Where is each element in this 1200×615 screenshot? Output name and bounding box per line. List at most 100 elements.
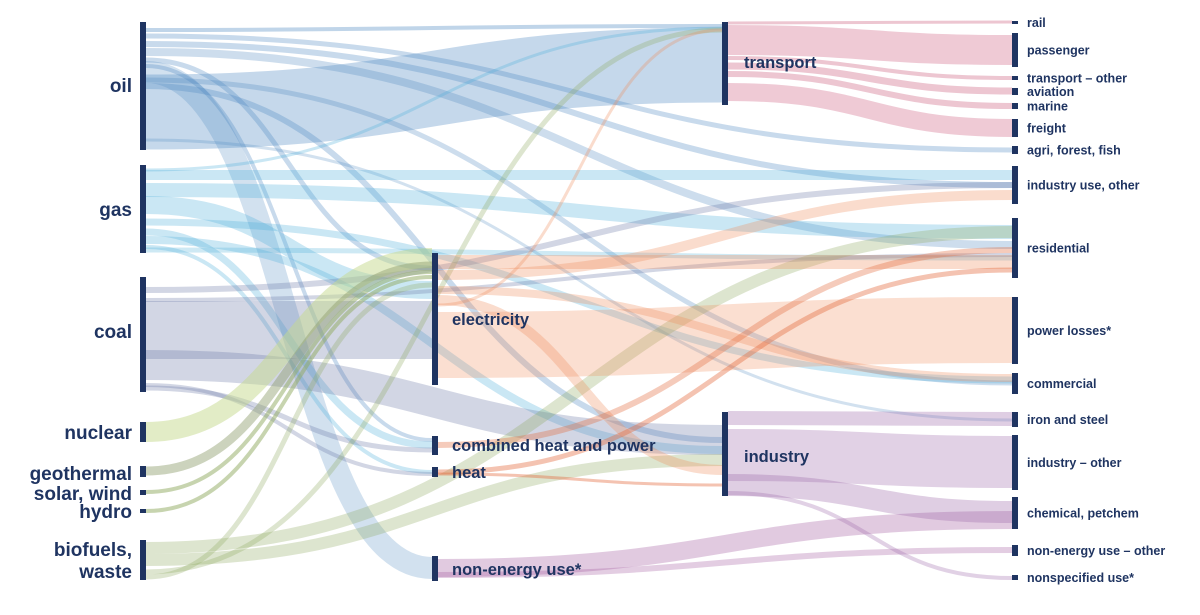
flow-coal-22 — [145, 253, 1013, 302]
flow-oil-0 — [145, 27, 723, 150]
flow-electricity-37 — [437, 286, 1013, 382]
flow-transport-49 — [727, 71, 1013, 109]
end-label-nonspecified: nonspecified use* — [1027, 571, 1134, 585]
flow-layer — [145, 20, 1013, 580]
flow-transport-50 — [727, 83, 1013, 137]
end-label-freight: freight — [1027, 122, 1067, 136]
end-node-power_losses — [1012, 297, 1018, 364]
end-node-commercial — [1012, 373, 1018, 394]
source-label-solar_wind: solar, wind — [34, 484, 132, 505]
source-label-biofuels: waste — [78, 562, 132, 583]
flow-oil-4 — [145, 48, 1013, 249]
flow-electricity-39 — [437, 28, 723, 307]
end-node-marine — [1012, 103, 1018, 109]
source-node-geothermal — [140, 466, 146, 477]
end-label-transport_other: transport – other — [1027, 72, 1127, 86]
end-node-iron_steel — [1012, 412, 1018, 427]
end-label-aviation: aviation — [1027, 85, 1074, 99]
source-label-oil: oil — [110, 76, 132, 97]
flow-geothermal-27 — [145, 261, 433, 476]
flow-hydro-29 — [145, 275, 433, 513]
flow-combined_heat_power-40 — [437, 247, 1013, 448]
source-label-nuclear: nuclear — [64, 423, 132, 444]
end-node-industry_other — [1012, 435, 1018, 490]
flow-coal-24 — [145, 383, 433, 476]
node-heat — [432, 467, 438, 477]
flow-non_energy_use-44 — [437, 547, 1013, 578]
source-label-gas: gas — [99, 200, 132, 221]
source-node-coal — [140, 277, 146, 392]
flow-coal-21 — [145, 182, 1013, 293]
flow-biofuels-33 — [145, 282, 433, 580]
end-label-commercial: commercial — [1027, 377, 1096, 391]
end-node-neu_other — [1012, 545, 1018, 556]
end-node-chemical — [1012, 497, 1018, 529]
flow-transport-48 — [727, 62, 1013, 95]
flow-solar_wind-28 — [145, 270, 433, 494]
source-node-oil — [140, 22, 146, 150]
flow-transport-47 — [727, 56, 1013, 80]
end-label-industry_use_other: industry use, other — [1027, 179, 1140, 193]
source-label-hydro: hydro — [79, 502, 132, 523]
flow-oil-2 — [145, 33, 1013, 153]
flow-industry-52 — [727, 429, 1013, 488]
end-node-nonspecified — [1012, 575, 1018, 580]
flow-transport-46 — [727, 25, 1013, 65]
flow-heat-41 — [437, 267, 1013, 475]
end-label-chemical: chemical, petchem — [1027, 507, 1139, 521]
end-label-power_losses: power losses* — [1027, 324, 1111, 338]
flow-transport-45 — [727, 20, 1013, 25]
end-label-residential: residential — [1027, 242, 1090, 256]
end-label-iron_steel: iron and steel — [1027, 413, 1108, 427]
flow-non_energy_use-43 — [437, 511, 1013, 577]
flow-gas-18 — [145, 247, 1013, 261]
node-layer — [140, 21, 1018, 581]
sector-node-transport — [722, 22, 728, 105]
flow-gas-13 — [145, 196, 433, 299]
node-combined_heat_power — [432, 436, 438, 455]
label-electricity: electricity — [452, 311, 530, 329]
source-label-biofuels: biofuels, — [54, 540, 132, 561]
end-node-agri — [1012, 146, 1018, 154]
flow-heat-42 — [437, 472, 723, 487]
flow-gas-19 — [145, 26, 723, 172]
sector-label-transport: transport — [744, 54, 817, 72]
end-label-passenger: passenger — [1027, 44, 1090, 58]
end-node-residential — [1012, 218, 1018, 278]
end-node-industry_use_other — [1012, 166, 1018, 204]
flow-industry-54 — [727, 491, 1013, 580]
flow-industry-53 — [727, 474, 1013, 523]
flow-electricity-34 — [437, 297, 1013, 378]
flow-gas-12 — [145, 183, 1013, 239]
source-label-geothermal: geothermal — [30, 464, 132, 485]
flow-nuclear-26 — [145, 248, 433, 442]
sector-label-industry: industry — [744, 448, 810, 466]
end-node-aviation — [1012, 88, 1018, 95]
flow-industry-51 — [727, 411, 1013, 426]
label-non_energy_use: non-energy use* — [452, 561, 582, 579]
source-node-gas — [140, 165, 146, 253]
end-label-industry_other: industry – other — [1027, 456, 1122, 470]
end-label-agri: agri, forest, fish — [1027, 144, 1121, 158]
flow-electricity-38 — [437, 295, 723, 475]
flow-oil-7 — [145, 61, 433, 579]
source-node-hydro — [140, 509, 146, 513]
source-node-solar_wind — [140, 490, 146, 495]
flow-oil-3 — [145, 41, 1013, 188]
flow-gas-14 — [145, 218, 1013, 384]
end-node-freight — [1012, 119, 1018, 137]
end-node-passenger — [1012, 33, 1018, 67]
source-node-biofuels — [140, 540, 146, 580]
flow-biofuels-30 — [145, 226, 1013, 554]
node-electricity — [432, 253, 438, 385]
flow-oil-6 — [145, 64, 433, 442]
end-label-neu_other: non-energy use – other — [1027, 544, 1165, 558]
label-heat: heat — [452, 464, 486, 482]
flow-oil-1 — [145, 24, 723, 32]
flow-biofuels-31 — [145, 454, 723, 566]
flow-electricity-36 — [437, 190, 1013, 280]
end-label-rail: rail — [1027, 16, 1046, 30]
end-node-rail — [1012, 21, 1018, 24]
